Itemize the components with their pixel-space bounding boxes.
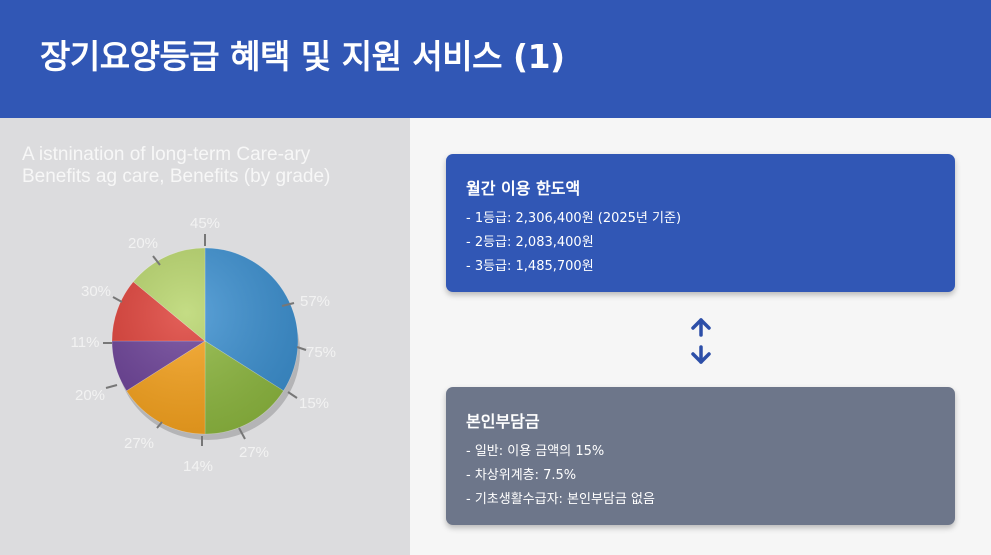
pie-percent-label: 15%: [299, 395, 329, 412]
pie-label-tick: [156, 421, 163, 429]
pie-percent-label: 30%: [81, 283, 111, 300]
copayment-heading: 본인부담금: [466, 412, 540, 431]
list-item: - 차상위계층: 7.5%: [466, 468, 577, 483]
pie-percent-label: 14%: [183, 458, 213, 475]
pie-label-tick: [281, 302, 295, 307]
pie-chart: 45% 57% 75% 15% 27% 14% 27% 20% 11% 30% 20%: [71, 215, 336, 475]
pie-label-tick: [152, 255, 161, 266]
chart-title: A istnination of long-term Care-ary Bene…: [22, 144, 402, 188]
pie-label-tick: [105, 384, 118, 389]
pie-label-tick: [296, 346, 307, 351]
header-banner: 장기요양등급 혜택 및 지원 서비스 (1): [0, 0, 991, 118]
pie-label-tick: [287, 391, 298, 399]
pie-gloss: [112, 248, 298, 434]
pie-percent-label: 11%: [71, 334, 100, 351]
list-item: - 일반: 이용 금액의 15%: [466, 444, 605, 459]
up-down-arrow-icon: [691, 318, 711, 364]
chart-title-line-1: A istnination of long-term Care-ary: [22, 144, 311, 165]
pie-percent-label: 20%: [128, 235, 158, 252]
pie-percent-label: 75%: [306, 344, 336, 361]
page-title: 장기요양등급 혜택 및 지원 서비스 (1): [40, 37, 565, 76]
pie-percent-label: 20%: [75, 387, 105, 404]
pie-label-tick: [238, 427, 246, 440]
copayment-card: 본인부담금 - 일반: 이용 금액의 15% - 차상위계층: 7.5% - 기…: [446, 387, 955, 525]
pie-percent-label: 57%: [300, 293, 330, 310]
pie-percent-label: 27%: [239, 444, 269, 461]
list-item: - 1등급: 2,306,400원 (2025년 기준): [466, 211, 682, 226]
monthly-limit-heading: 월간 이용 한도액: [466, 179, 581, 198]
pie-label-tick: [112, 296, 123, 303]
list-item: - 2등급: 2,083,400원: [466, 235, 594, 250]
chart-title-line-2: Benefits ag care, Benefits (by grade): [22, 166, 331, 187]
pie-percent-label: 27%: [124, 435, 154, 452]
monthly-limit-card: 월간 이용 한도액 - 1등급: 2,306,400원 (2025년 기준) -…: [446, 154, 955, 292]
list-item: - 기초생활수급자: 본인부담금 없음: [466, 492, 655, 507]
chart-panel: A istnination of long-term Care-ary Bene…: [0, 118, 410, 555]
pie-percent-label: 45%: [190, 215, 220, 232]
copayment-list: - 일반: 이용 금액의 15% - 차상위계층: 7.5% - 기초생활수급자…: [466, 440, 655, 512]
list-item: - 3등급: 1,485,700원: [466, 259, 594, 274]
monthly-limit-list: - 1등급: 2,306,400원 (2025년 기준) - 2등급: 2,08…: [466, 207, 681, 279]
